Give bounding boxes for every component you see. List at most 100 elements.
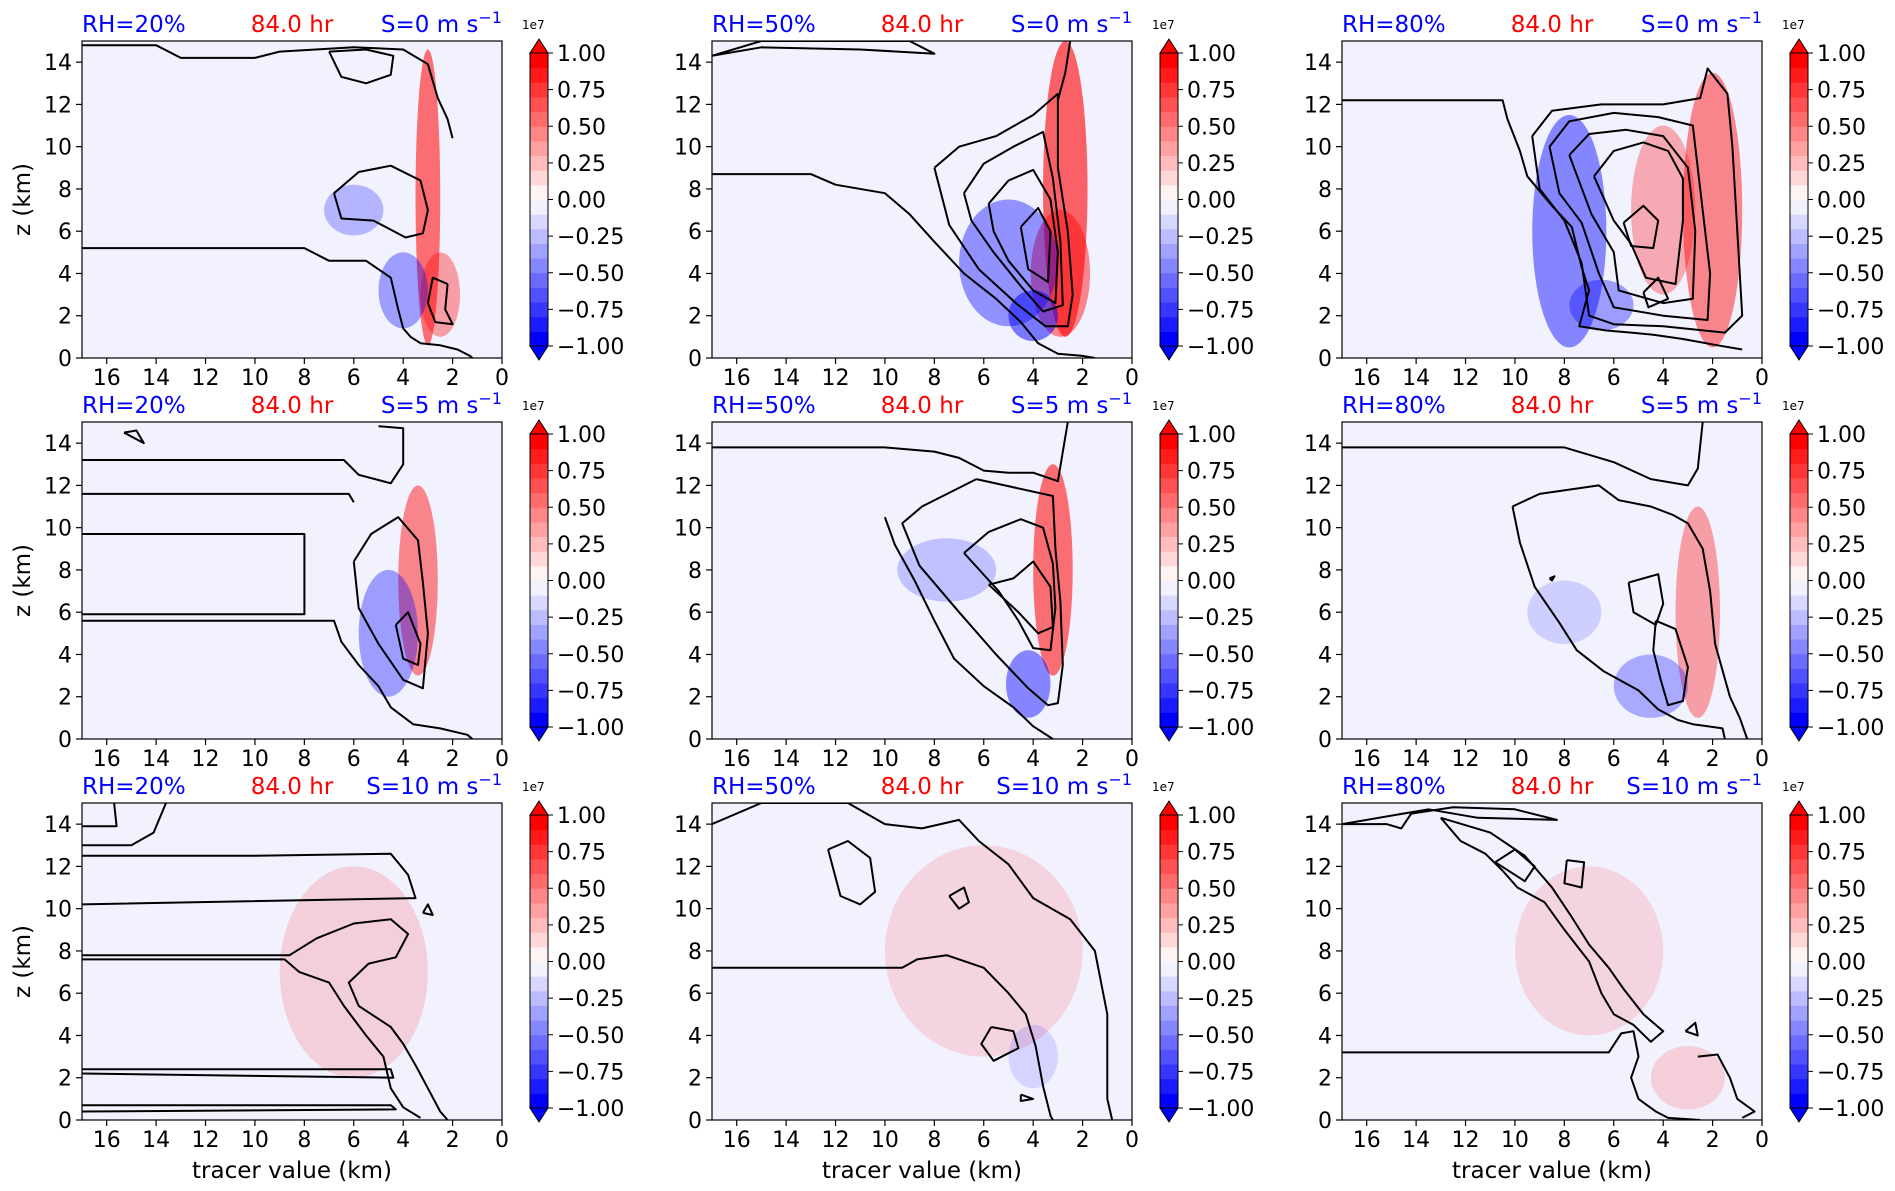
colorbar-segment [530,829,548,845]
axes-frame [711,40,1133,359]
colorbar-tick-label: 0.00 [1187,570,1236,595]
colorbar-segment [530,111,548,127]
contour-line [933,92,1074,328]
x-tick-label: 8 [1557,747,1571,772]
y-tick-label: 6 [1318,220,1332,245]
x-tick-label: 8 [297,1128,311,1153]
colorbar-segment [530,214,548,230]
x-tick-label: 6 [347,747,361,772]
colorbar-segment [530,932,548,948]
colorbar-segment [530,287,548,303]
colorbar-extend-max [1159,38,1179,54]
colorbar-extend-min [1159,726,1179,742]
panel-title-time: 84.0 hr [1511,393,1594,419]
colorbar-segment [530,302,548,318]
colorbar-tick-label: −0.75 [1817,1060,1884,1085]
colorbar-segment [1790,858,1808,875]
colorbar-segment [1160,1020,1178,1036]
colorbar-segment [1160,668,1178,684]
colorbar-segment [1160,683,1178,699]
colorbar: 1.00 0.75 0.50 0.25 0.00 −0.25 −0.50 −0.75 −1.00… [1152,399,1254,742]
y-tick-label: 0 [1318,728,1332,753]
y-tick-label: 0 [688,1109,702,1134]
colorbar-segment [530,434,548,450]
colorbar-segment [530,1034,548,1050]
colorbar-segment [530,712,548,728]
plot-area [712,803,1132,1120]
x-tick-label: 16 [723,747,751,772]
colorbar-segment [530,858,548,875]
x-tick-label: 8 [927,366,941,391]
negative-anomaly [378,252,428,329]
y-tick-label: 10 [1304,517,1332,542]
colorbar-extend-min [1789,726,1809,742]
panel-title-shear: S=10 m s−1 [366,770,502,800]
x-tick-label: 14 [142,366,170,391]
colorbar: 1.00 0.75 0.50 0.25 0.00 −0.25 −0.50 −0.75 −1.00… [1782,18,1884,361]
positive-anomaly [420,252,460,337]
colorbar-segment [1790,844,1808,860]
colorbar-segment [530,96,548,113]
colorbar-tick-label: −1.00 [1817,1097,1884,1122]
contour-line [1342,422,1704,487]
contour-line [1593,141,1684,285]
panel-title-rh: RH=80% [1342,393,1446,419]
colorbar-tick-label: −0.75 [557,679,624,704]
colorbar-segment [1160,111,1178,127]
colorbar-segment [1160,302,1178,318]
contour-line [1511,506,1726,739]
colorbar-segment [1160,653,1178,669]
panel-title-shear: S=5 m s−1 [1641,389,1762,419]
colorbar-extend-max [529,38,549,54]
colorbar-tick-label: 0.25 [557,914,606,939]
colorbar-tick-label: −0.25 [1187,606,1254,631]
x-tick-label: 16 [1353,747,1381,772]
colorbar-segment [530,668,548,684]
x-tick-label: 6 [977,1128,991,1153]
x-tick-label: 2 [446,747,460,772]
colorbar-tick-label: −1.00 [1187,716,1254,741]
colorbar-segment [1160,316,1178,332]
y-tick-label: 12 [44,474,72,499]
axes-frame [711,802,1133,1121]
contour-line [987,168,1059,305]
contour-line [963,130,1064,313]
contour-line [328,48,395,85]
colorbar-tick-label: −1.00 [557,335,624,360]
colorbar-segment [1160,990,1178,1006]
y-tick-label: 0 [688,347,702,372]
colorbar-segment [1160,126,1178,142]
y-tick-label: 14 [1304,432,1332,457]
panel-2-3: 16 14 12 10 8 6 4 2 0 0 2 4 6 8 10 12 14 RH=80% 84.0 hr S=5… [1304,389,1884,772]
contour-line [1652,619,1689,707]
y-tick-label: 0 [58,347,72,372]
colorbar-segment [1160,697,1178,713]
colorbar-segment [1160,536,1178,552]
y-tick-label: 10 [44,898,72,923]
colorbar-segment [1160,858,1178,875]
colorbar-segment [1790,815,1808,831]
contour-line [1512,484,1749,739]
x-axis-label: tracer value (km) [1452,1158,1652,1184]
panel-2-2: 16 14 12 10 8 6 4 2 0 0 2 4 6 8 10 12 14 RH=50% 84.0 hr S=5… [674,389,1254,772]
contour-line [901,478,1064,707]
contour-line [1568,128,1697,305]
y-tick-label: 14 [674,432,702,457]
colorbar-tick-label: 1.00 [557,804,606,829]
negative-anomaly [324,184,384,236]
y-tick-label: 6 [688,982,702,1007]
x-tick-label: 12 [1452,1128,1480,1153]
panel-3-2: 16 14 12 10 8 6 4 2 0 0 2 4 6 8 10 12 14 tracer value (km… [674,770,1254,1184]
x-tick-label: 0 [1125,366,1139,391]
y-tick-label: 12 [674,93,702,118]
x-tick-label: 16 [93,747,121,772]
colorbar-tick-label: 0.00 [1187,189,1236,214]
colorbar-tick-label: −0.75 [1187,679,1254,704]
colorbar-exponent: 1e7 [1782,399,1805,413]
colorbar-segment [530,917,548,933]
colorbar-segment [1160,624,1178,640]
x-tick-label: 14 [142,747,170,772]
y-tick-label: 12 [44,855,72,880]
colorbar-tick-label: 0.50 [1187,877,1236,902]
x-tick-label: 2 [1706,1128,1720,1153]
